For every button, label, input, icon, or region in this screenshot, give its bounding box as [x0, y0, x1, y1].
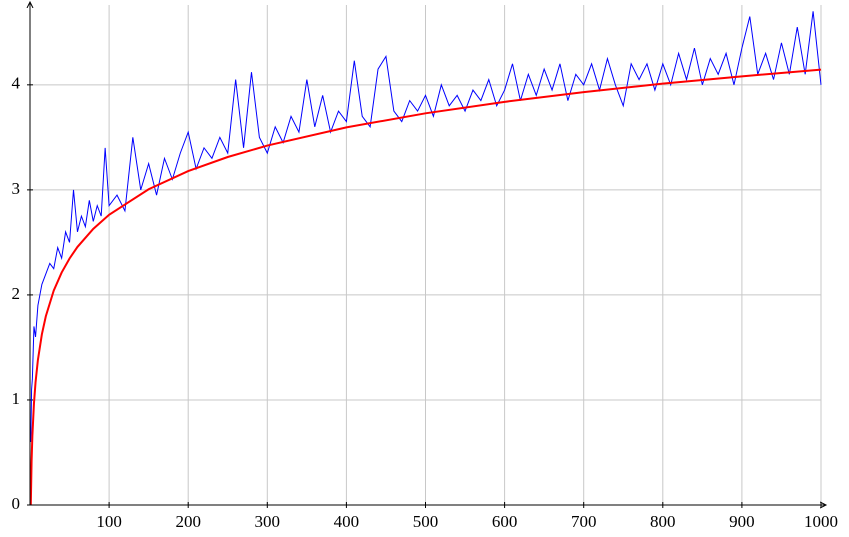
- x-tick-label: 200: [175, 512, 201, 531]
- y-tick-label: 3: [12, 179, 21, 198]
- x-tick-label: 100: [96, 512, 122, 531]
- data-line: [30, 11, 822, 442]
- y-tick-label: 1: [12, 389, 21, 408]
- y-tick-label: 0: [12, 494, 21, 513]
- data-line: [29, 68, 822, 506]
- x-tick-label: 400: [334, 512, 360, 531]
- y-tick-label: 4: [12, 74, 21, 93]
- y-tick-label: 2: [12, 284, 21, 303]
- x-tick-label: 600: [492, 512, 518, 531]
- x-tick-label: 700: [571, 512, 597, 531]
- x-tick-label: 500: [413, 512, 439, 531]
- x-tick-label: 900: [729, 512, 755, 531]
- x-tick-label: 1000: [804, 512, 838, 531]
- x-tick-label: 300: [255, 512, 281, 531]
- x-tick-label: 800: [650, 512, 676, 531]
